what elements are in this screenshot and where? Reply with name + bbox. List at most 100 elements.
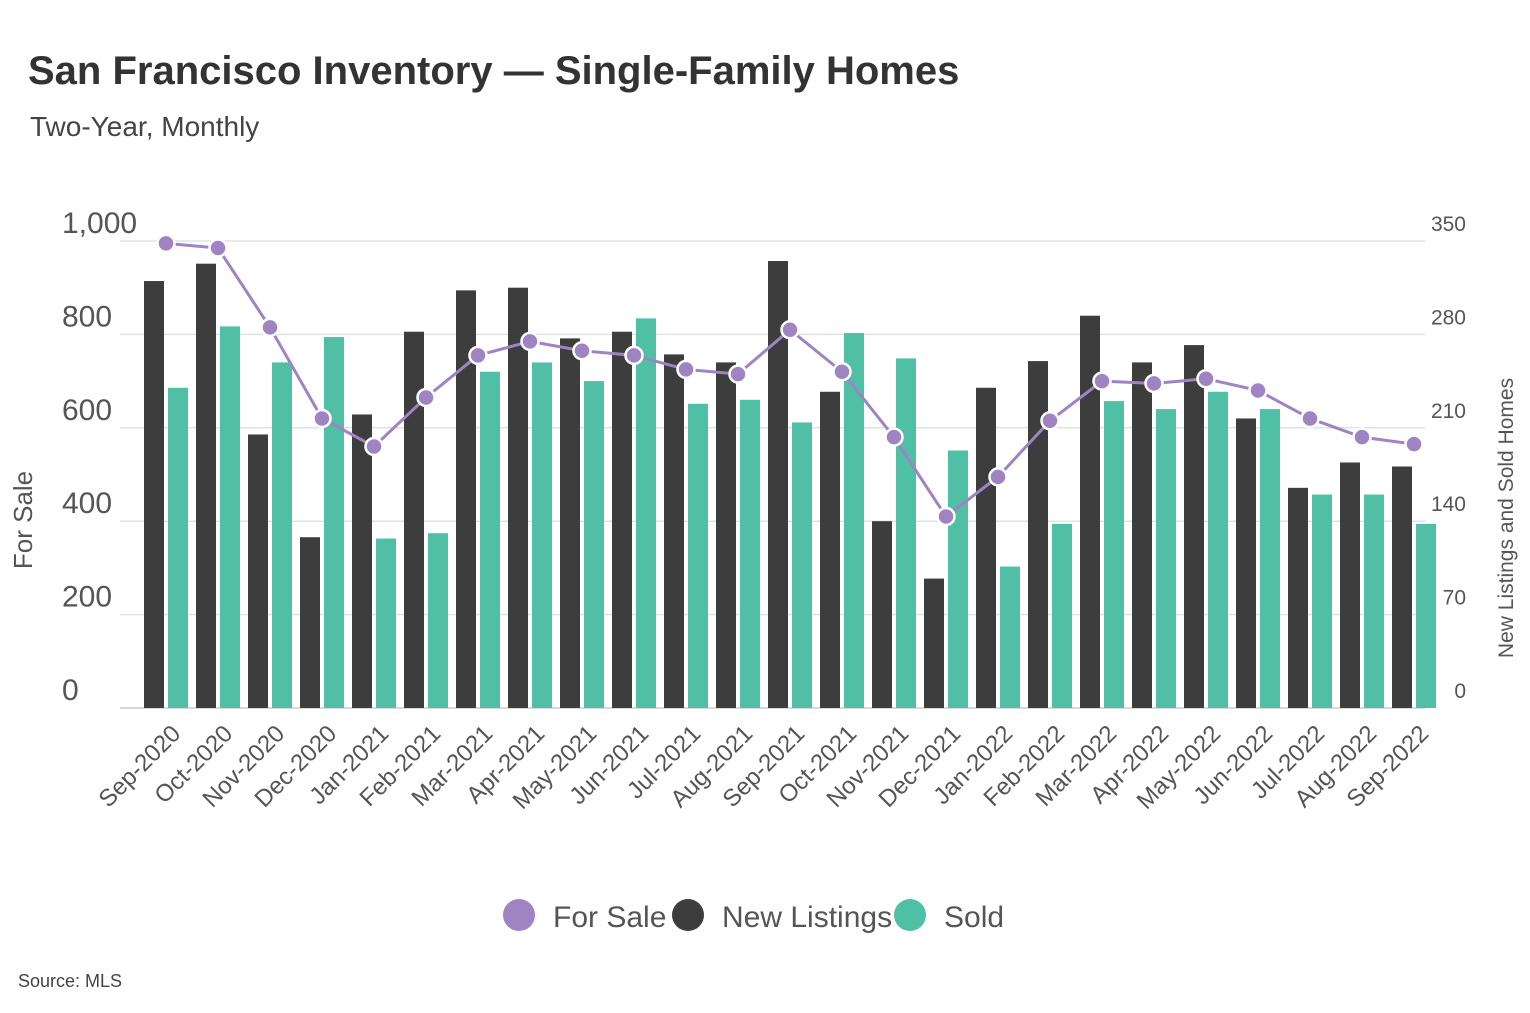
new-listings-bar bbox=[560, 338, 580, 708]
sold-bar bbox=[324, 337, 344, 708]
for-sale-point bbox=[416, 387, 436, 408]
right-tick-label: 70 bbox=[1443, 587, 1466, 610]
source-note: Source: MLS bbox=[18, 971, 122, 991]
right-tick-label: 0 bbox=[1454, 680, 1466, 703]
sold-bar bbox=[1364, 494, 1384, 708]
sold-bar bbox=[532, 362, 552, 708]
new-listings-bar bbox=[508, 287, 528, 708]
right-axis-label: New Listings and Sold Homes bbox=[1495, 378, 1518, 658]
sold-bar bbox=[376, 538, 396, 708]
legend-marker-for-sale bbox=[503, 899, 535, 931]
sold-bar bbox=[896, 358, 916, 708]
legend-marker-new-listings bbox=[672, 899, 704, 931]
new-listings-bar bbox=[976, 387, 996, 708]
for-sale-point bbox=[936, 506, 956, 527]
left-tick-label: 400 bbox=[62, 487, 112, 520]
sold-bar bbox=[636, 318, 656, 708]
for-sale-point bbox=[780, 319, 800, 340]
legend-item-new-listings: New Listings bbox=[672, 899, 892, 934]
new-listings-bar bbox=[612, 331, 632, 708]
sold-bar bbox=[740, 399, 760, 708]
new-listings-bar bbox=[1080, 315, 1100, 708]
right-axis-ticks: 0 70 140 210 280 350 bbox=[1431, 213, 1466, 703]
new-listings-bar bbox=[196, 263, 216, 708]
for-sale-point bbox=[884, 427, 904, 447]
for-sale-point bbox=[1144, 373, 1164, 394]
for-sale-line bbox=[156, 233, 1424, 527]
sold-bar bbox=[844, 333, 864, 708]
left-tick-label: 1,000 bbox=[62, 207, 137, 240]
for-sale-point bbox=[208, 238, 228, 258]
new-listings-bar bbox=[1236, 418, 1256, 708]
legend-label-new-listings: New Listings bbox=[722, 901, 892, 934]
sold-bar bbox=[480, 371, 500, 708]
for-sale-point bbox=[312, 408, 332, 429]
for-sale-point bbox=[1404, 434, 1424, 454]
new-listings-bar bbox=[404, 331, 424, 708]
right-tick-label: 350 bbox=[1431, 213, 1466, 236]
new-listings-bar bbox=[456, 290, 476, 708]
left-axis-label: For Sale bbox=[8, 471, 38, 569]
new-listings-bar bbox=[768, 261, 788, 708]
new-listings-bar bbox=[1288, 487, 1308, 708]
sold-bar bbox=[688, 403, 708, 708]
sold-bar bbox=[1260, 409, 1280, 708]
legend-item-for-sale: For Sale bbox=[503, 899, 666, 934]
sold-bar bbox=[948, 450, 968, 708]
new-listings-bar bbox=[924, 578, 944, 708]
right-tick-label: 280 bbox=[1431, 306, 1466, 329]
legend-label-for-sale: For Sale bbox=[553, 901, 666, 934]
sold-bar bbox=[792, 422, 812, 708]
sold-bar bbox=[1312, 494, 1332, 708]
legend: For Sale New Listings Sold bbox=[503, 899, 1004, 934]
for-sale-point bbox=[1040, 411, 1060, 431]
for-sale-point bbox=[156, 233, 176, 254]
new-listings-bar bbox=[1028, 361, 1048, 708]
new-listings-bar bbox=[1340, 462, 1360, 708]
new-listings-bar bbox=[1132, 362, 1152, 708]
sold-bar bbox=[272, 362, 292, 708]
new-listings-bar bbox=[716, 362, 736, 708]
for-sale-point bbox=[988, 467, 1008, 487]
left-tick-label: 0 bbox=[62, 674, 79, 707]
legend-item-sold: Sold bbox=[894, 899, 1004, 934]
left-tick-label: 800 bbox=[62, 300, 112, 333]
new-listings-bar bbox=[820, 391, 840, 708]
chart-title: San Francisco Inventory — Single-Family … bbox=[28, 49, 959, 93]
sold-bar bbox=[428, 533, 448, 708]
legend-marker-sold bbox=[894, 899, 926, 931]
sold-bar bbox=[220, 326, 240, 708]
new-listings-bar bbox=[1392, 466, 1412, 708]
for-sale-point bbox=[1092, 371, 1112, 391]
sold-bar bbox=[1052, 523, 1072, 708]
right-tick-label: 140 bbox=[1431, 493, 1466, 516]
new-listings-bar bbox=[144, 281, 164, 708]
for-sale-point bbox=[260, 317, 280, 338]
for-sale-point bbox=[572, 340, 592, 361]
for-sale-point bbox=[624, 345, 644, 366]
new-listings-bar bbox=[664, 354, 684, 708]
sold-bar bbox=[168, 387, 188, 708]
chart-subtitle: Two-Year, Monthly bbox=[30, 111, 259, 142]
legend-label-sold: Sold bbox=[944, 901, 1004, 934]
left-axis-ticks: 0 200 400 600 800 1,000 bbox=[62, 207, 137, 707]
new-listings-bar bbox=[248, 434, 268, 708]
for-sale-point bbox=[1196, 369, 1216, 389]
right-tick-label: 210 bbox=[1431, 400, 1466, 423]
bars bbox=[144, 261, 1436, 708]
new-listings-bar bbox=[352, 414, 372, 708]
new-listings-bar bbox=[1184, 345, 1204, 708]
sold-bar bbox=[584, 381, 604, 708]
sold-bar bbox=[1104, 401, 1124, 708]
sold-bar bbox=[1000, 566, 1020, 708]
new-listings-bar bbox=[300, 537, 320, 708]
left-tick-label: 600 bbox=[62, 394, 112, 427]
for-sale-point bbox=[676, 359, 696, 380]
x-axis-ticks: Sep-2020Oct-2020Nov-2020Dec-2020Jan-2021… bbox=[94, 720, 1435, 815]
sold-bar bbox=[1208, 391, 1228, 708]
for-sale-point bbox=[1300, 408, 1320, 429]
for-sale-point bbox=[1248, 380, 1268, 401]
for-sale-point bbox=[832, 362, 852, 382]
